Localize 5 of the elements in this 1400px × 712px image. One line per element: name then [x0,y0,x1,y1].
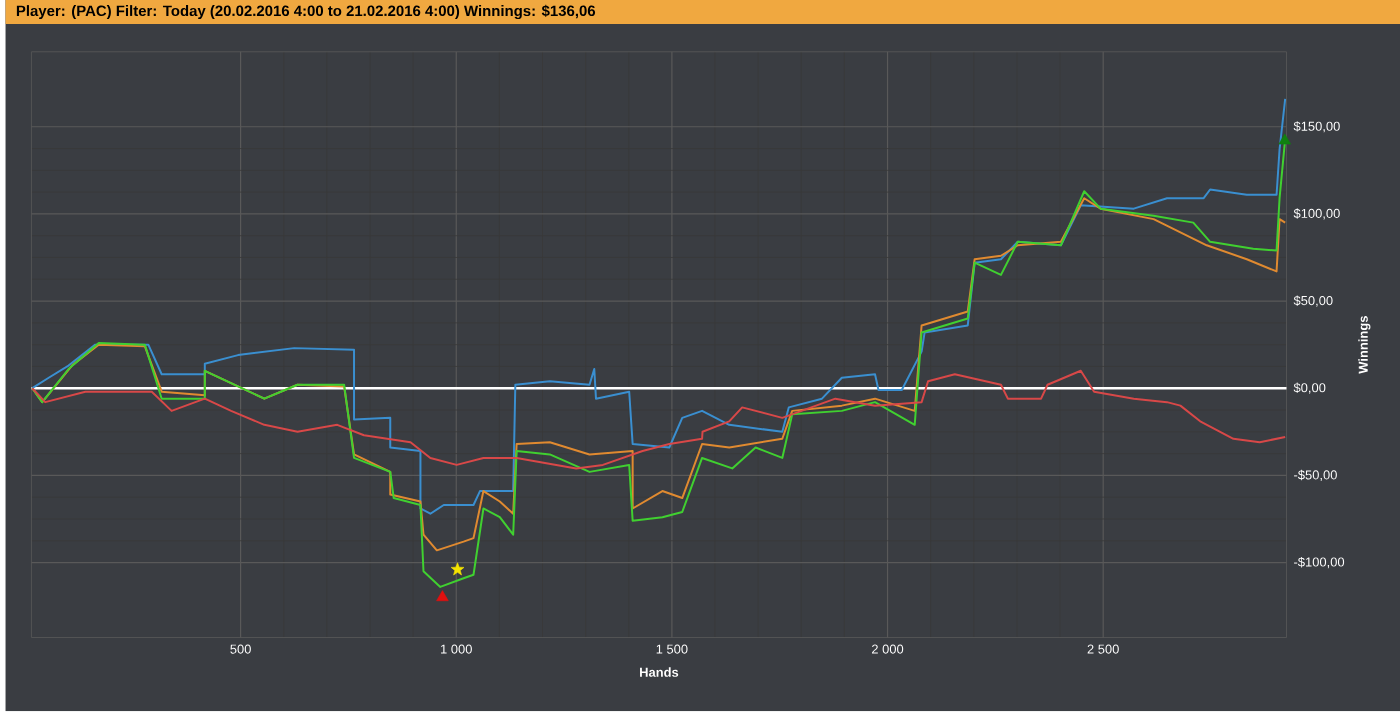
point [450,562,465,576]
point [436,590,449,602]
line-series [31,98,1287,516]
line-series [31,370,1287,470]
point [1278,134,1291,145]
